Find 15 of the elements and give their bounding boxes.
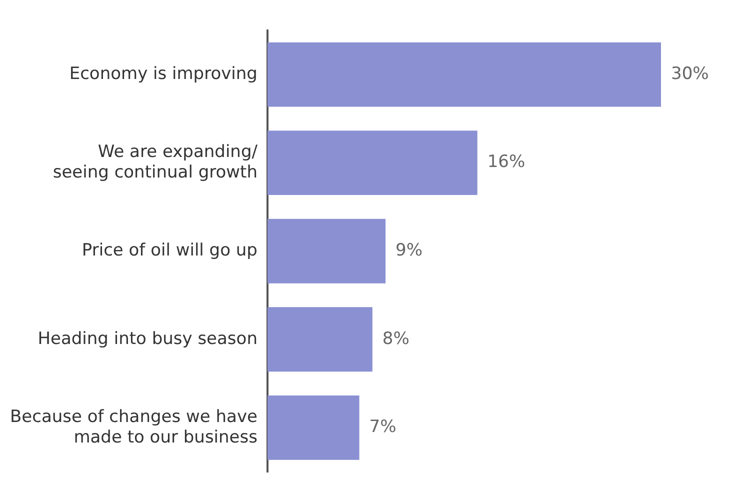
bar bbox=[267, 218, 386, 284]
data-label: 7% bbox=[369, 417, 396, 438]
bar bbox=[267, 395, 360, 460]
data-label: 8% bbox=[382, 328, 410, 349]
y-tick-label: Economy is improving bbox=[69, 64, 258, 84]
data-label: 9% bbox=[396, 240, 423, 261]
bar bbox=[267, 307, 372, 372]
data-label: 16% bbox=[487, 152, 526, 172]
y-tick-label: We are expanding/ seeing continual growth bbox=[52, 142, 258, 182]
y-tick-label: Heading into busy season bbox=[38, 328, 258, 349]
y-tick-label: Because of changes we have made to our business bbox=[10, 406, 258, 448]
bar bbox=[267, 130, 478, 196]
bar bbox=[267, 42, 661, 107]
y-tick-label: Price of oil will go up bbox=[82, 240, 258, 261]
data-label: 30% bbox=[671, 64, 709, 84]
